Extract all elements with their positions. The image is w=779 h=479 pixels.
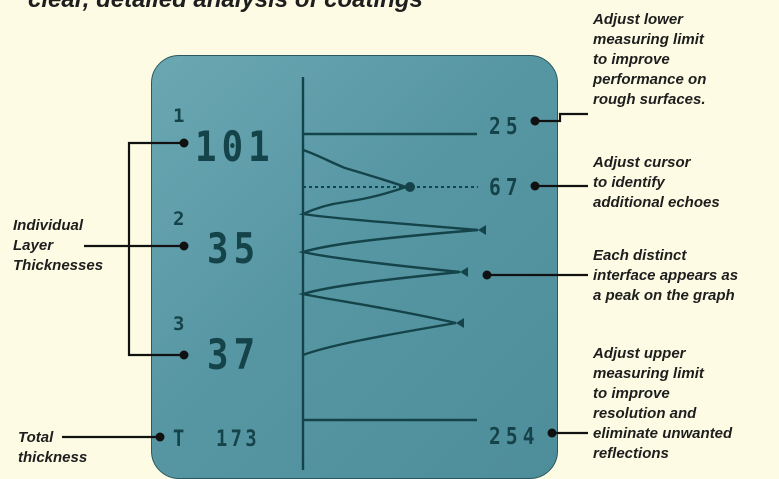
peak-marker-1 (478, 225, 486, 235)
layer-3-dot (179, 350, 189, 360)
layer-bracket (127, 141, 183, 357)
gauge-screen (151, 55, 558, 479)
total-thickness-annotation: Total thickness (18, 428, 87, 468)
annotation-line: Thicknesses (13, 257, 104, 274)
annotation-line: a peak on the graph (593, 287, 735, 304)
echo-trace (298, 148, 479, 357)
peak-marker-3 (456, 318, 464, 328)
annotation-line: interface appears as (593, 267, 739, 284)
upper-limit-reading: 254 (489, 424, 540, 450)
total-symbol: T (173, 427, 188, 452)
total-dot (155, 432, 165, 442)
annotation-line: to improve (593, 385, 670, 402)
peaks-dot (482, 270, 492, 280)
lower-limit-leader (535, 112, 588, 123)
annotation-line: to identify (593, 174, 665, 191)
annotation-line: Layer (13, 237, 54, 254)
cursor-reading: 67 (489, 175, 523, 201)
cursor-annotation: Adjust cursor to identify additional ech… (593, 153, 720, 213)
annotation-line: measuring limit (593, 365, 704, 382)
upper-limit-annotation: Adjust upper measuring limit to improve … (593, 344, 732, 464)
annotation-line: Total (18, 429, 54, 446)
lower-limit-dot (530, 116, 540, 126)
annotation-line: Adjust cursor (593, 154, 691, 171)
annotation-line: Adjust lower (593, 11, 684, 28)
annotation-line: Adjust upper (593, 345, 686, 362)
layer-1-value: 101 (195, 122, 275, 171)
annotation-line: reflections (593, 445, 669, 462)
cursor-dot (530, 181, 540, 191)
layer-2-value: 35 (207, 224, 261, 273)
layer-thickness-annotation: Individual Layer Thicknesses (13, 216, 103, 276)
annotation-line: to improve (593, 51, 670, 68)
annotation-line: Each distinct (593, 247, 687, 264)
annotation-line: eliminate unwanted (593, 425, 733, 442)
layer-3-index: 3 (173, 313, 185, 335)
annotation-line: thickness (18, 449, 88, 466)
lower-limit-reading: 25 (489, 114, 523, 140)
total-value: 173 (216, 427, 260, 452)
layer-1-dot (179, 138, 189, 148)
peak-marker-2 (460, 267, 468, 277)
annotation-line: performance on (593, 71, 707, 88)
peaks-annotation: Each distinct interface appears as a pea… (593, 246, 738, 306)
annotation-line: additional echoes (593, 194, 720, 211)
lower-peak-marker (405, 182, 415, 192)
layer-3-value: 37 (207, 330, 261, 379)
upper-limit-dot (547, 428, 557, 438)
annotation-line: measuring limit (593, 31, 704, 48)
layer-2-index: 2 (173, 208, 185, 230)
layer-1-index: 1 (173, 105, 185, 127)
lower-limit-annotation: Adjust lower measuring limit to improve … (593, 10, 706, 110)
annotation-line: rough surfaces. (593, 91, 706, 108)
layer-2-dot (179, 241, 189, 251)
title: clear, detailed analysis of coatings (28, 0, 423, 14)
annotation-line: resolution and (593, 405, 697, 422)
annotation-line: Individual (13, 217, 84, 234)
